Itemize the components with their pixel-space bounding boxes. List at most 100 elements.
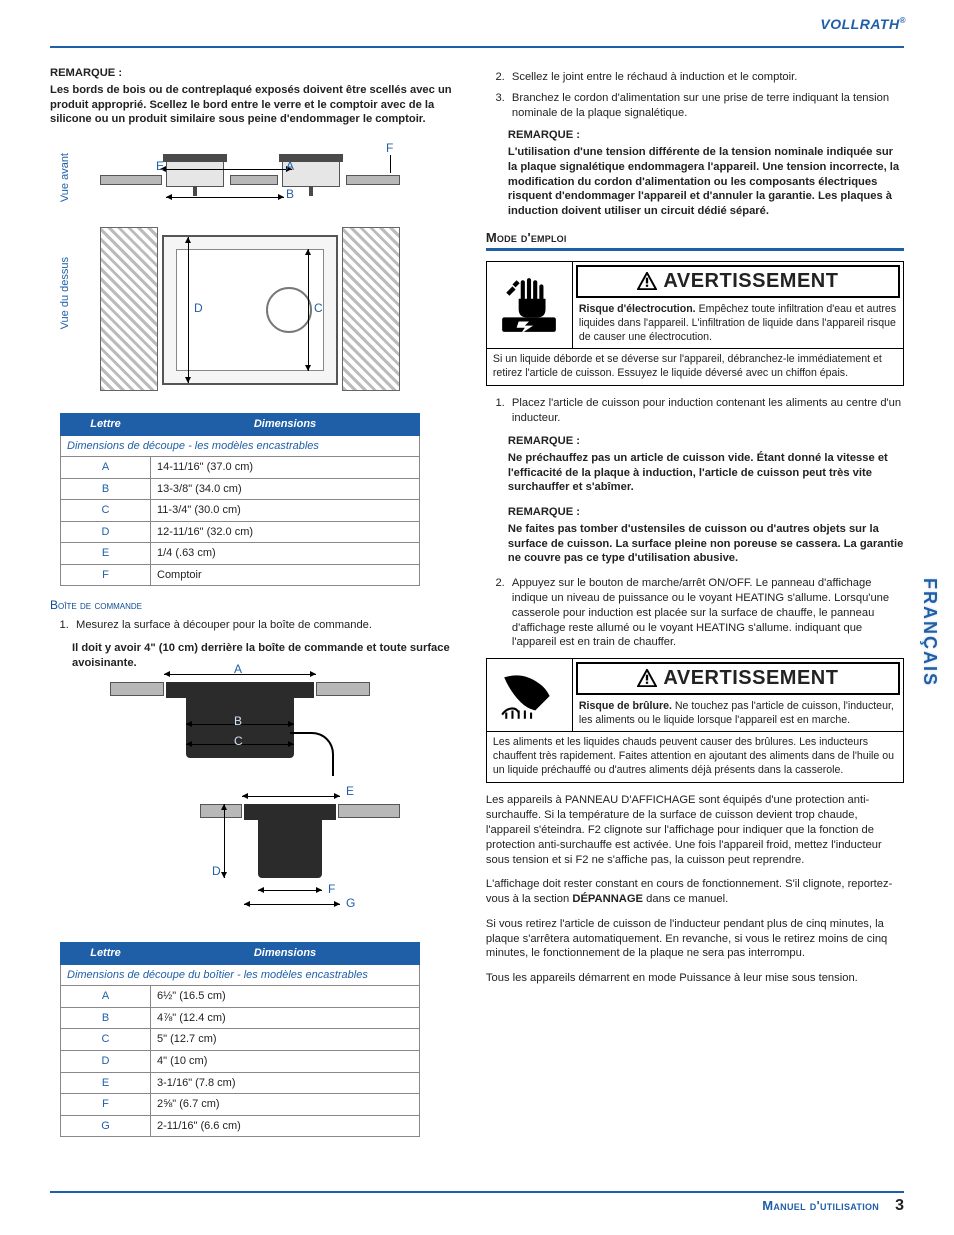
table-row: B13-3/8" (34.0 cm) [61,478,420,500]
table-caption: Dimensions de découpe du boîtier - les m… [61,964,420,986]
li-text: Placez l'article de cuisson pour inducti… [512,397,901,424]
ordered-list: Placez l'article de cuisson pour inducti… [486,396,904,426]
page: VOLLRATH FRANÇAIS REMARQUE : Les bords d… [0,0,954,1235]
dim-arrow [258,890,322,891]
warning-extra: Si un liquide déborde et se déverse sur … [487,348,903,385]
alert-triangle-icon [637,669,657,687]
table-row: FComptoir [61,564,420,586]
hatched-area [100,227,158,391]
cell: A [61,457,151,479]
dim-arrow [308,249,309,371]
counter-segment [338,804,400,818]
table-box-dimensions: Dimensions de découpe du boîtier - les m… [60,942,420,1137]
table-row: G2-11/16" (6.6 cm) [61,1115,420,1137]
dim-label-f: F [328,882,335,898]
counter-segment [230,175,278,185]
label-front-view: Vue avant [58,153,73,202]
dim-arrow [244,904,340,905]
remark-title: REMARQUE : [508,434,904,449]
dim-label-a: A [234,662,242,678]
counter-segment [110,682,164,696]
table-row: B4⅞" (12.4 cm) [61,1007,420,1029]
li-text: Mesurez la surface à découper pour la bo… [76,619,372,631]
table-row: E1/4 (.63 cm) [61,543,420,565]
th-dimensions: Dimensions [151,414,420,436]
remark-title: REMARQUE : [508,505,904,520]
li-text: Branchez le cordon d'alimentation sur un… [512,92,889,119]
cell: A [61,986,151,1008]
box-body [258,820,322,878]
dim-arrow [224,804,225,878]
remark-body: Les bords de bois ou de contreplaqué exp… [50,83,460,127]
dim-arrow [188,237,189,383]
ordered-list: Scellez le joint entre le réchaud à indu… [486,70,904,120]
paragraph: Tous les appareils démarrent en mode Pui… [486,971,904,986]
th-letter: Lettre [61,943,151,965]
list-item: Placez l'article de cuisson pour inducti… [508,396,904,426]
risk-title: Risque d'électrocution. [579,303,696,315]
dim-label-b: B [234,714,242,730]
control-box-front: E D F G [200,804,400,924]
warning-banner-text: AVERTISSEMENT [663,665,838,691]
remark-body: L'utilisation d'une tension différente d… [508,145,904,219]
li-text: Scellez le joint entre le réchaud à indu… [512,71,797,83]
list-item: Mesurez la surface à découper pour la bo… [72,618,460,633]
dim-arrow [160,169,292,170]
ordered-list: Appuyez sur le bouton de marche/arrêt ON… [486,576,904,650]
remark-title: REMARQUE : [508,128,904,143]
page-number: 3 [895,1197,904,1215]
diagram-control-box: A B C E D F G [60,676,420,936]
cell: 2-11/16" (6.6 cm) [151,1115,420,1137]
table-row: A14-11/16" (37.0 cm) [61,457,420,479]
cell: 14-11/16" (37.0 cm) [151,457,420,479]
cell: E [61,1072,151,1094]
dim-arrow [242,796,340,797]
box-lip [166,682,314,698]
hatched-area [342,227,400,391]
warning-risk: Risque d'électrocution. Empêchez toute i… [573,301,903,349]
dim-label-d: D [194,301,203,317]
indented-block: REMARQUE : L'utilisation d'une tension d… [508,128,904,219]
warning-electrocution: AVERTISSEMENT Risque d'électrocution. Em… [486,261,904,386]
warning-extra: Les aliments et les liquides chauds peuv… [487,731,903,782]
column-left: REMARQUE : Les bords de bois ou de contr… [50,66,460,1149]
warning-risk: Risque de brûlure. Ne touchez pas l'arti… [573,698,903,732]
paragraph: Les appareils à PANNEAU D'AFFICHAGE sont… [486,793,904,867]
control-box-side: A B C [110,682,370,792]
counter-segment [346,175,400,185]
top-rule [50,46,904,48]
paragraph: Si vous retirez l'article de cuisson de … [486,917,904,961]
front-view: E A B F [100,157,400,207]
dim-label-d: D [212,864,221,880]
table-row: E3-1/16" (7.8 cm) [61,1072,420,1094]
remark-title: REMARQUE : [50,66,460,81]
induction-unit [166,157,224,187]
dim-label-c: C [314,301,323,317]
dim-arrow [166,197,284,198]
risk-title: Risque de brûlure. [579,700,672,712]
text-bold: DÉPANNAGE [572,893,643,905]
cell: C [61,500,151,522]
remark-body: Ne faites pas tomber d'ustensiles de cui… [508,522,904,566]
warning-icon-cell [487,659,573,731]
li-text: Appuyez sur le bouton de marche/arrêt ON… [512,577,889,648]
cell: 2⅝" (6.7 cm) [151,1094,420,1116]
table-row: D4" (10 cm) [61,1051,420,1073]
text: dans ce manuel. [643,893,728,905]
indented-block: REMARQUE : Ne préchauffez pas un article… [508,434,904,566]
cell: B [61,1007,151,1029]
th-dimensions: Dimensions [151,943,420,965]
dim-label-g: G [346,896,355,912]
section-mode-emploi: Mode d'emploi [486,229,904,246]
cell: 5" (12.7 cm) [151,1029,420,1051]
paragraph: L'affichage doit rester constant en cour… [486,877,904,907]
counter-segment [316,682,370,696]
power-cable [290,732,334,776]
dim-label-e: E [346,784,354,800]
cell: 1/4 (.63 cm) [151,543,420,565]
section-rule [486,248,904,251]
warning-icon-cell [487,262,573,348]
dim-label-a: A [286,159,294,175]
list-item: Appuyez sur le bouton de marche/arrêt ON… [508,576,904,650]
cell: 13-3/8" (34.0 cm) [151,478,420,500]
